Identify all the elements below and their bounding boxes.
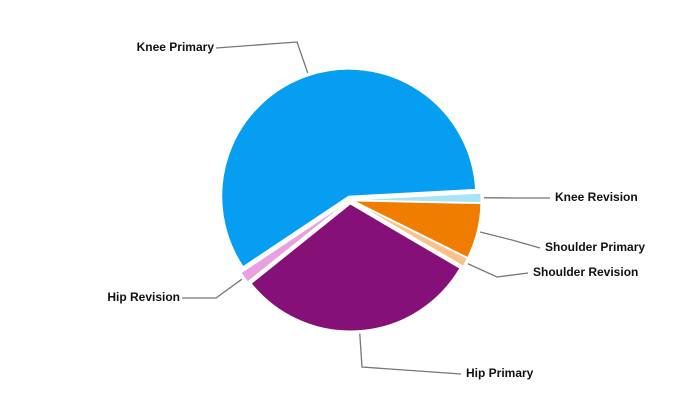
slice-label: Shoulder Primary — [545, 240, 645, 254]
pie-slice — [353, 200, 482, 259]
leader-line — [467, 263, 529, 278]
pie-slice — [353, 192, 482, 204]
slice-label: Hip Revision — [107, 290, 180, 304]
slice-label: Shoulder Revision — [533, 265, 638, 279]
pie-slice — [250, 203, 461, 332]
pie-slice — [221, 68, 477, 268]
pie-slice — [240, 201, 348, 283]
slice-label: Knee Revision — [555, 190, 638, 204]
leader-line — [479, 231, 541, 249]
leader-line — [359, 333, 462, 375]
leader-line — [215, 41, 309, 74]
pie-slice — [353, 201, 468, 267]
leader-line — [182, 278, 243, 299]
slice-label: Hip Primary — [466, 366, 534, 380]
slice-label: Knee Primary — [137, 40, 215, 54]
